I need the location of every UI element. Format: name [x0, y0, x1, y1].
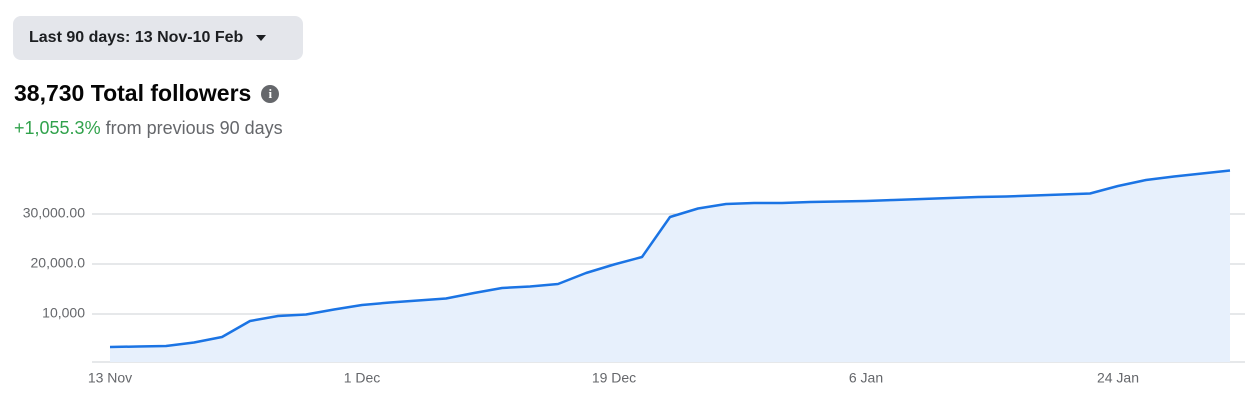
date-range-dropdown[interactable]: Last 90 days: 13 Nov-10 Feb — [13, 16, 303, 60]
dropdown-arrow — [256, 35, 267, 41]
line — [109, 169, 1231, 349]
subtitle: +1,055.3% from previous 90 days — [14, 118, 283, 139]
change-text: from previous 90 days — [105, 118, 283, 138]
y-tick-label: 30,000.00 — [23, 205, 85, 221]
date-range: Last 90 days: 13 Nov-10 Feb — [29, 29, 244, 46]
x-tick-label: 19 Dec — [592, 370, 636, 386]
y-tick-label: 20,000.0 — [31, 255, 86, 271]
area-fill — [110, 170, 1230, 362]
info-icon[interactable]: i — [261, 84, 280, 103]
x-tick-label: 24 Jan — [1097, 370, 1139, 386]
change: +1,055.3% — [14, 118, 101, 138]
title-row: 38,730 Total followers i — [14, 80, 280, 107]
x-tick-label: 1 Dec — [344, 370, 381, 386]
x-tick-label: 6 Jan — [849, 370, 883, 386]
y-tick-label: 10,000 — [42, 305, 85, 321]
title: 38,730 Total followers — [14, 80, 252, 106]
x-tick-label: 13 Nov — [88, 370, 132, 386]
